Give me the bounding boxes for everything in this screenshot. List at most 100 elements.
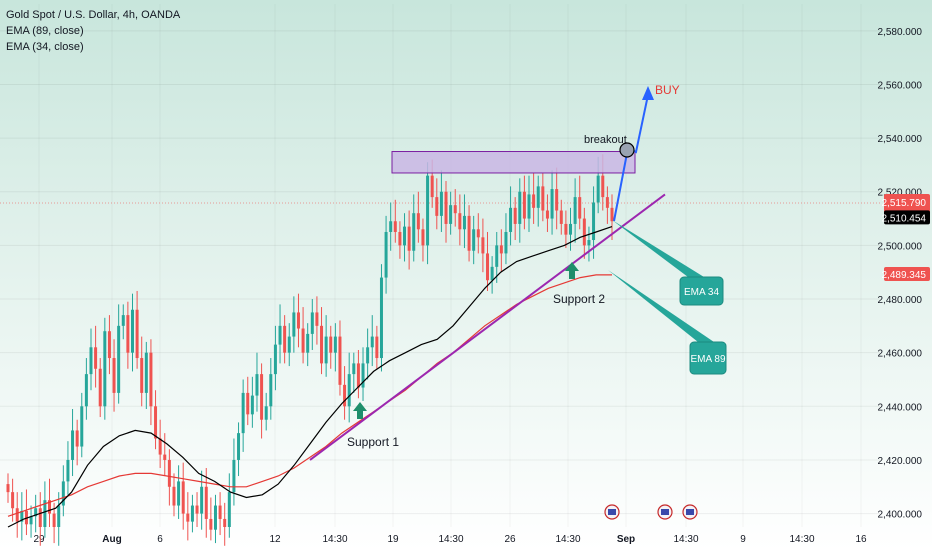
candle-body[interactable] <box>550 189 554 219</box>
candle-body[interactable] <box>149 352 153 407</box>
candle-body[interactable] <box>57 505 61 527</box>
candle-body[interactable] <box>246 392 250 415</box>
candle-body[interactable] <box>545 210 549 219</box>
candle-body[interactable] <box>250 395 254 415</box>
candle-body[interactable] <box>80 406 84 447</box>
candle-body[interactable] <box>564 223 568 235</box>
candle-body[interactable] <box>449 205 453 224</box>
candle-body[interactable] <box>559 210 563 224</box>
candle-body[interactable] <box>94 347 98 369</box>
candle-body[interactable] <box>569 223 573 235</box>
candle-body[interactable] <box>495 245 499 267</box>
candle-body[interactable] <box>518 191 522 224</box>
candle-body[interactable] <box>43 500 47 527</box>
candle-body[interactable] <box>578 197 582 219</box>
candle-body[interactable] <box>232 459 236 493</box>
candle-body[interactable] <box>204 486 208 519</box>
candle-body[interactable] <box>458 213 462 230</box>
candle-body[interactable] <box>223 518 227 527</box>
candle-body[interactable] <box>213 505 217 530</box>
candle-body[interactable] <box>472 229 476 251</box>
candle-body[interactable] <box>509 207 513 232</box>
candle-body[interactable] <box>301 328 305 353</box>
candle-body[interactable] <box>592 202 596 241</box>
candle-body[interactable] <box>476 229 480 238</box>
candle-body[interactable] <box>352 363 356 375</box>
candle-body[interactable] <box>462 215 466 230</box>
candle-body[interactable] <box>190 505 194 522</box>
candle-body[interactable] <box>324 336 328 364</box>
candle-body[interactable] <box>361 363 365 388</box>
candle-body[interactable] <box>499 245 503 254</box>
candle-body[interactable] <box>6 484 10 493</box>
candle-body[interactable] <box>287 336 291 353</box>
support-trendline[interactable] <box>309 193 666 461</box>
candle-body[interactable] <box>513 207 517 224</box>
candle-body[interactable] <box>103 331 107 407</box>
candle-body[interactable] <box>52 513 56 527</box>
candle-body[interactable] <box>269 374 273 407</box>
candle-body[interactable] <box>338 336 342 385</box>
candle-body[interactable] <box>426 175 430 246</box>
candle-body[interactable] <box>412 213 416 251</box>
candle-body[interactable] <box>504 231 508 254</box>
candle-body[interactable] <box>273 344 277 375</box>
candle-body[interactable] <box>20 510 24 522</box>
candle-body[interactable] <box>467 215 471 251</box>
candle-body[interactable] <box>218 505 222 519</box>
candle-body[interactable] <box>227 492 231 527</box>
candle-body[interactable] <box>292 312 296 337</box>
candle-body[interactable] <box>481 237 485 254</box>
candle-body[interactable] <box>320 325 324 364</box>
ema34-legend[interactable]: EMA (34, close) <box>6 41 84 53</box>
candle-body[interactable] <box>370 336 374 348</box>
candle-body[interactable] <box>71 430 75 460</box>
ema34-callout-box[interactable] <box>679 276 724 306</box>
candle-body[interactable] <box>421 229 425 246</box>
candle-body[interactable] <box>121 315 125 326</box>
candle-body[interactable] <box>278 325 282 345</box>
breakout-marker[interactable] <box>619 142 635 158</box>
candle-body[interactable] <box>260 374 264 420</box>
candle-body[interactable] <box>177 481 181 506</box>
candle-body[interactable] <box>126 315 130 353</box>
candle-body[interactable] <box>430 175 434 198</box>
candle-body[interactable] <box>366 347 370 364</box>
candle-body[interactable] <box>186 513 190 522</box>
candle-body[interactable] <box>582 218 586 246</box>
candle-body[interactable] <box>605 197 609 208</box>
candle-body[interactable] <box>389 221 393 232</box>
candle-body[interactable] <box>407 226 411 251</box>
candle-body[interactable] <box>237 433 241 460</box>
symbol-title[interactable]: Gold Spot / U.S. Dollar, 4h, OANDA <box>6 9 181 21</box>
ema89-line[interactable] <box>7 274 612 517</box>
candle-body[interactable] <box>435 197 439 216</box>
candle-body[interactable] <box>130 309 134 353</box>
candle-body[interactable] <box>11 492 15 509</box>
candle-body[interactable] <box>596 175 600 203</box>
candle-body[interactable] <box>209 518 213 530</box>
candle-body[interactable] <box>84 374 88 407</box>
candle-body[interactable] <box>601 175 605 198</box>
candle-body[interactable] <box>522 191 526 219</box>
candle-body[interactable] <box>587 240 591 246</box>
candle-body[interactable] <box>154 406 158 439</box>
ema89-callout-box[interactable] <box>689 341 727 375</box>
candle-body[interactable] <box>15 508 19 522</box>
candle-body[interactable] <box>255 374 259 396</box>
candle-body[interactable] <box>527 194 531 219</box>
candle-body[interactable] <box>296 312 300 329</box>
candle-body[interactable] <box>384 231 388 278</box>
candle-body[interactable] <box>61 481 65 506</box>
candle-body[interactable] <box>66 459 70 482</box>
candle-body[interactable] <box>283 325 287 353</box>
candle-body[interactable] <box>329 336 333 353</box>
candle-body[interactable] <box>541 186 545 211</box>
candle-body[interactable] <box>117 325 121 393</box>
candle-body[interactable] <box>343 384 347 407</box>
candle-body[interactable] <box>532 194 536 208</box>
candle-body[interactable] <box>379 277 383 359</box>
candle-body[interactable] <box>158 438 162 455</box>
candle-body[interactable] <box>393 221 397 232</box>
